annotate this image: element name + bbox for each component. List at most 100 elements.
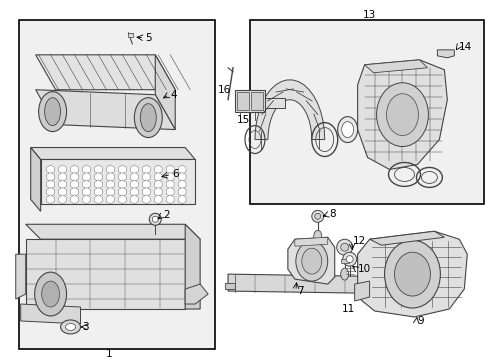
Bar	[237, 92, 248, 110]
Ellipse shape	[376, 83, 427, 147]
Bar	[264, 98, 285, 108]
Bar	[128, 33, 133, 37]
Bar	[19, 20, 215, 349]
Polygon shape	[154, 165, 162, 174]
Ellipse shape	[65, 324, 75, 330]
Polygon shape	[166, 195, 174, 204]
Ellipse shape	[313, 230, 321, 242]
Bar	[250, 92, 263, 110]
Polygon shape	[118, 165, 126, 174]
Polygon shape	[41, 159, 195, 204]
Polygon shape	[95, 172, 102, 181]
Polygon shape	[71, 172, 78, 181]
Polygon shape	[154, 180, 162, 189]
Polygon shape	[130, 195, 138, 204]
Text: 12: 12	[352, 236, 365, 246]
Polygon shape	[364, 60, 427, 73]
Circle shape	[342, 252, 356, 266]
Polygon shape	[178, 188, 185, 196]
Ellipse shape	[301, 248, 321, 274]
Ellipse shape	[384, 240, 440, 308]
Polygon shape	[16, 254, 26, 299]
Ellipse shape	[341, 122, 353, 138]
Polygon shape	[357, 60, 447, 170]
Polygon shape	[59, 180, 66, 189]
Text: 10: 10	[357, 264, 370, 274]
Polygon shape	[106, 172, 114, 181]
Polygon shape	[294, 237, 327, 246]
Bar	[224, 283, 235, 289]
Polygon shape	[142, 188, 150, 196]
Polygon shape	[71, 195, 78, 204]
Polygon shape	[106, 165, 114, 174]
Polygon shape	[118, 195, 126, 204]
Polygon shape	[95, 195, 102, 204]
Polygon shape	[130, 180, 138, 189]
Ellipse shape	[44, 98, 61, 126]
Text: 5: 5	[145, 33, 152, 43]
Polygon shape	[178, 172, 185, 181]
Polygon shape	[142, 180, 150, 189]
Polygon shape	[118, 188, 126, 196]
Polygon shape	[59, 165, 66, 174]
Polygon shape	[154, 172, 162, 181]
Polygon shape	[142, 172, 150, 181]
Polygon shape	[130, 172, 138, 181]
Text: 9: 9	[417, 316, 423, 326]
Polygon shape	[227, 274, 419, 294]
Polygon shape	[36, 90, 175, 130]
Text: 13: 13	[362, 10, 375, 20]
Polygon shape	[47, 180, 54, 189]
Polygon shape	[142, 195, 150, 204]
Polygon shape	[178, 180, 185, 189]
Ellipse shape	[41, 281, 60, 307]
Polygon shape	[31, 148, 41, 211]
Polygon shape	[155, 55, 175, 130]
Text: 16: 16	[218, 85, 231, 95]
Polygon shape	[118, 180, 126, 189]
Polygon shape	[71, 180, 78, 189]
Text: 6: 6	[172, 170, 179, 179]
Text: 15: 15	[237, 114, 250, 125]
Polygon shape	[47, 172, 54, 181]
Polygon shape	[436, 50, 453, 58]
Polygon shape	[185, 284, 208, 304]
Circle shape	[340, 243, 348, 251]
Polygon shape	[142, 165, 150, 174]
Text: 14: 14	[458, 42, 471, 52]
Polygon shape	[130, 165, 138, 174]
Polygon shape	[95, 180, 102, 189]
Polygon shape	[26, 224, 200, 239]
Text: 11: 11	[341, 304, 354, 314]
Ellipse shape	[134, 98, 162, 138]
Circle shape	[336, 239, 352, 255]
Polygon shape	[185, 224, 200, 309]
Polygon shape	[166, 172, 174, 181]
Ellipse shape	[295, 241, 327, 281]
Circle shape	[149, 213, 161, 225]
Circle shape	[152, 216, 158, 222]
Polygon shape	[166, 165, 174, 174]
Polygon shape	[154, 188, 162, 196]
Polygon shape	[71, 165, 78, 174]
Polygon shape	[178, 195, 185, 204]
Text: 3: 3	[82, 322, 89, 332]
Polygon shape	[71, 188, 78, 196]
Polygon shape	[36, 55, 175, 90]
Ellipse shape	[39, 92, 66, 131]
Ellipse shape	[340, 268, 348, 280]
Polygon shape	[95, 165, 102, 174]
Polygon shape	[106, 195, 114, 204]
Polygon shape	[82, 165, 90, 174]
Polygon shape	[357, 231, 467, 317]
Polygon shape	[354, 281, 369, 301]
Bar	[340, 259, 348, 263]
Polygon shape	[47, 195, 54, 204]
Polygon shape	[130, 188, 138, 196]
Polygon shape	[59, 172, 66, 181]
Ellipse shape	[35, 272, 66, 316]
Text: 7: 7	[296, 286, 303, 296]
Polygon shape	[59, 195, 66, 204]
Polygon shape	[20, 304, 81, 324]
Polygon shape	[287, 237, 334, 284]
